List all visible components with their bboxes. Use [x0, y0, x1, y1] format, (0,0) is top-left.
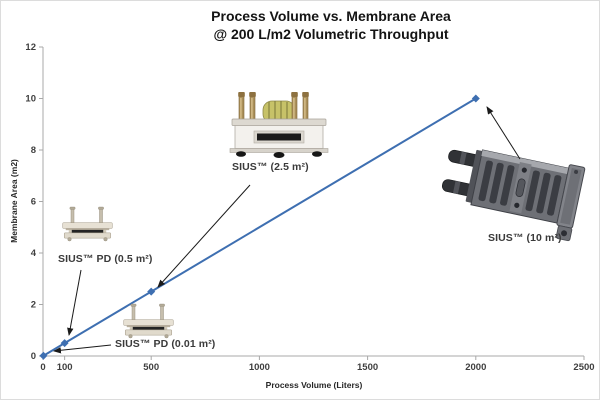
- data-point-marker: [60, 339, 69, 348]
- x-tick-label: 0: [40, 362, 45, 373]
- chart-title-line2: @ 200 L/m2 Volumetric Throughput: [213, 26, 449, 42]
- annotation-arrows: [53, 106, 521, 354]
- x-tick-label: 1500: [357, 362, 378, 373]
- data-point-marker: [39, 351, 48, 360]
- x-tick-label: 100: [57, 362, 73, 373]
- device-image-sius-pd-001: [123, 303, 174, 339]
- y-axis-title: Membrane Area (m2): [9, 159, 19, 243]
- y-tick-label: 2: [31, 300, 36, 311]
- y-tick-label: 6: [31, 197, 36, 208]
- x-tick-label: 2500: [573, 362, 594, 373]
- y-tick-label: 4: [31, 248, 37, 259]
- device-image-sius-25: [229, 92, 329, 158]
- x-axis-title: Process Volume (Liters): [265, 380, 363, 390]
- y-tick-label: 8: [31, 145, 36, 156]
- chart-title: Process Volume vs. Membrane Area @ 200 L…: [211, 7, 451, 43]
- y-tick-label: 10: [25, 94, 36, 105]
- annotation-label-sius-pd-05: SIUS™ PD (0.5 m²): [58, 253, 153, 265]
- annotation-arrow-pd05: [67, 269, 82, 336]
- annotation-label-sius-10: SIUS™ (10 m²): [488, 232, 562, 244]
- annotation-label-sius-25: SIUS™ (2.5 m²): [232, 161, 309, 173]
- annotation-label-sius-pd-001: SIUS™ PD (0.01 m²): [115, 338, 216, 350]
- y-tick-label: 0: [31, 351, 36, 362]
- x-tick-label: 2000: [465, 362, 486, 373]
- annotation-arrow-s25: [157, 184, 251, 288]
- x-tick-label: 500: [143, 362, 159, 373]
- annotation-arrow-pd001: [53, 344, 112, 354]
- data-point-marker: [147, 287, 156, 296]
- data-point-marker: [471, 94, 480, 103]
- chart-title-line1: Process Volume vs. Membrane Area: [211, 8, 451, 24]
- device-image-sius-pd-05: [62, 206, 113, 242]
- y-tick-label: 12: [25, 42, 36, 53]
- x-tick-label: 1000: [249, 362, 270, 373]
- annotation-arrow-s10: [486, 106, 521, 160]
- device-image-sius-10: [441, 149, 586, 242]
